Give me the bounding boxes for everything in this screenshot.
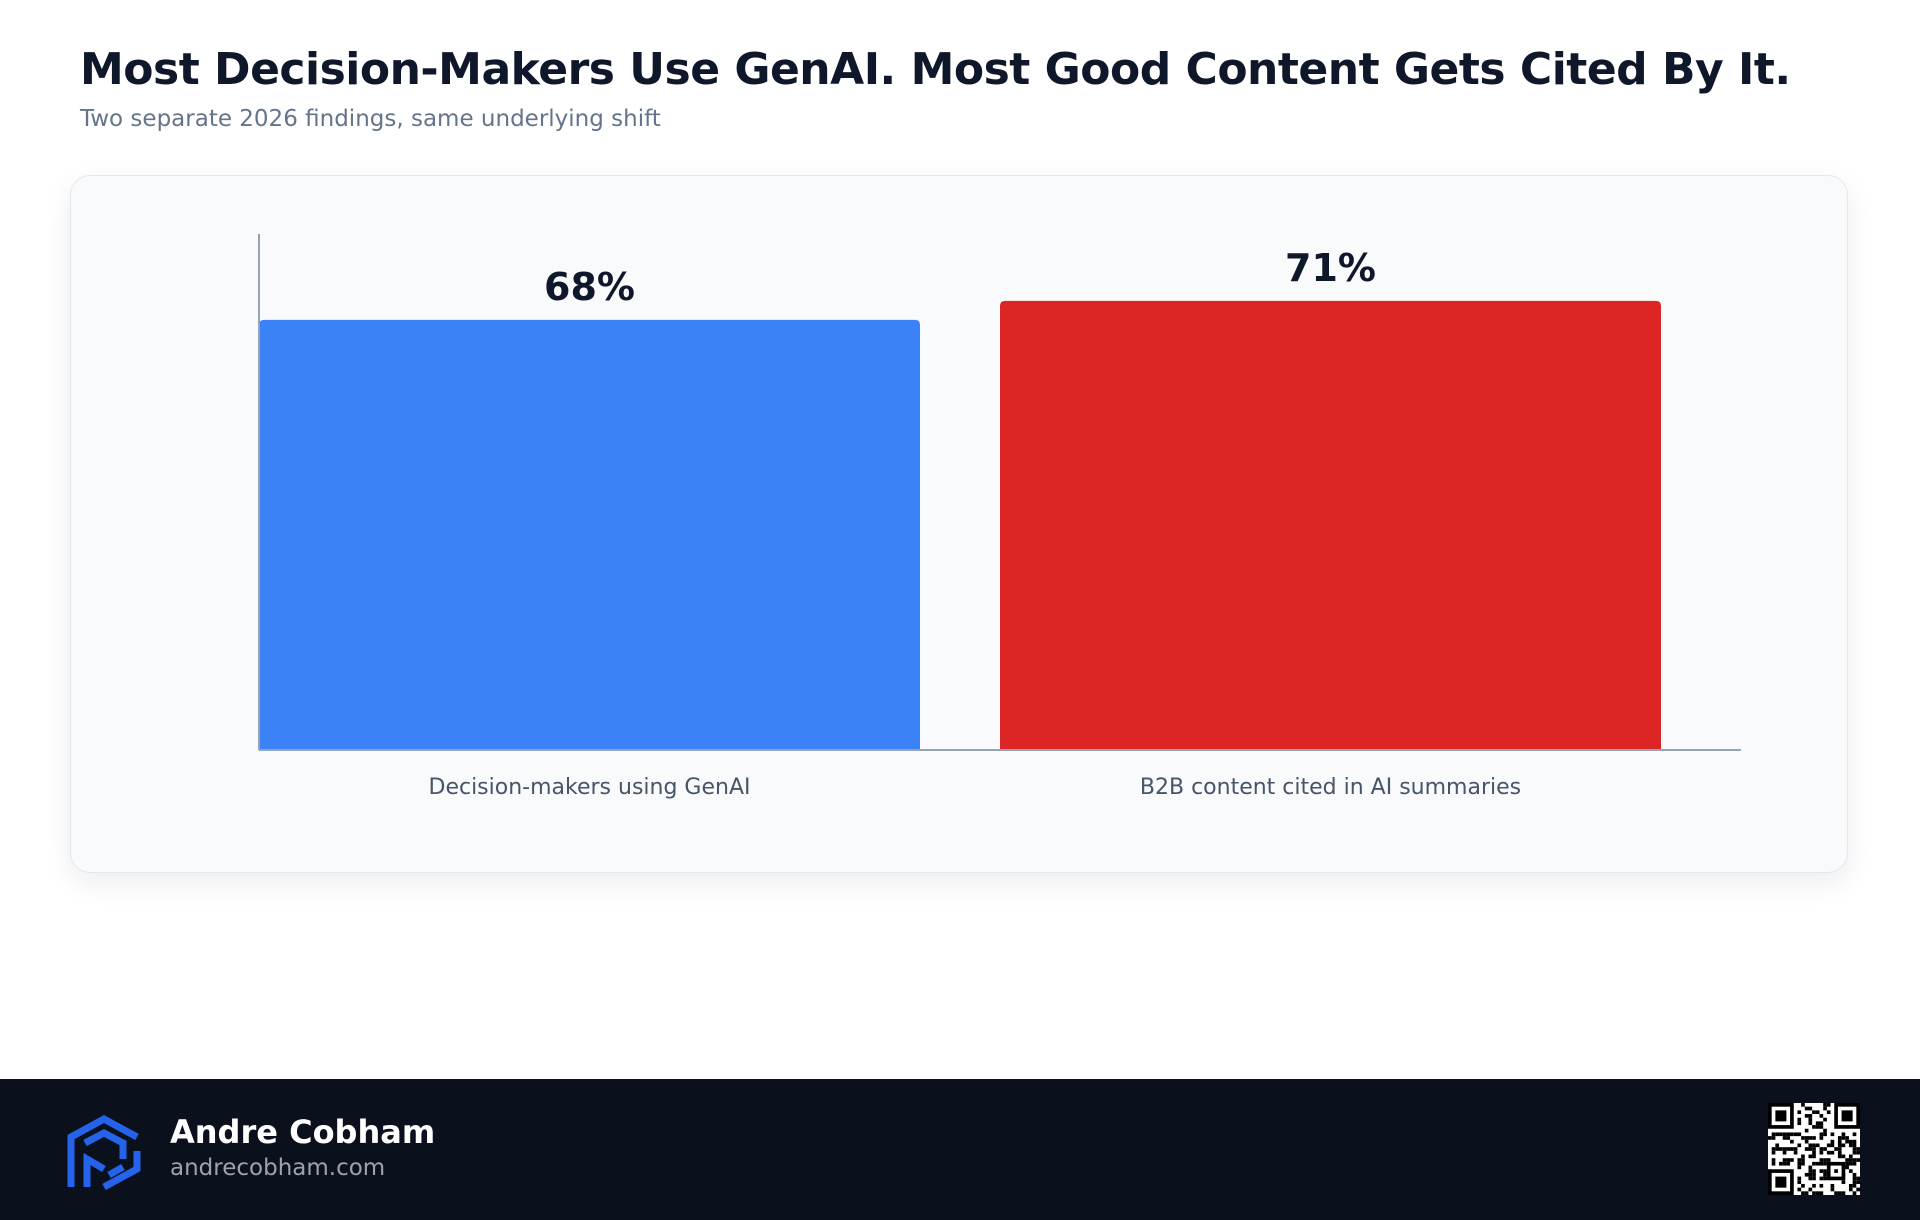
bar-value-label-2: 71% [1285,246,1376,290]
author-name: Andre Cobham [170,1113,436,1151]
chart-subtitle: Two separate 2026 findings, same underly… [80,106,661,132]
category-label-2: B2B content cited in AI summaries [1140,775,1521,800]
chart-card: 68% Decision-makers using GenAI 71% B2B con… [70,175,1848,873]
bar-1 [259,319,920,750]
bar-value-label-1: 68% [544,265,635,309]
cube-logo-icon [67,1115,141,1191]
author-website[interactable]: andrecobham.com [170,1155,386,1181]
bar-2 [1000,300,1661,750]
qr-code-icon[interactable] [1768,1103,1860,1195]
bar-chart: 68% Decision-makers using GenAI 71% B2B con… [258,234,1741,800]
chart-title: Most Decision-Makers Use GenAI. Most Goo… [80,44,1791,95]
footer-bar: Andre Cobham andrecobham.com [0,1079,1920,1220]
category-label-1: Decision-makers using GenAI [429,775,751,800]
